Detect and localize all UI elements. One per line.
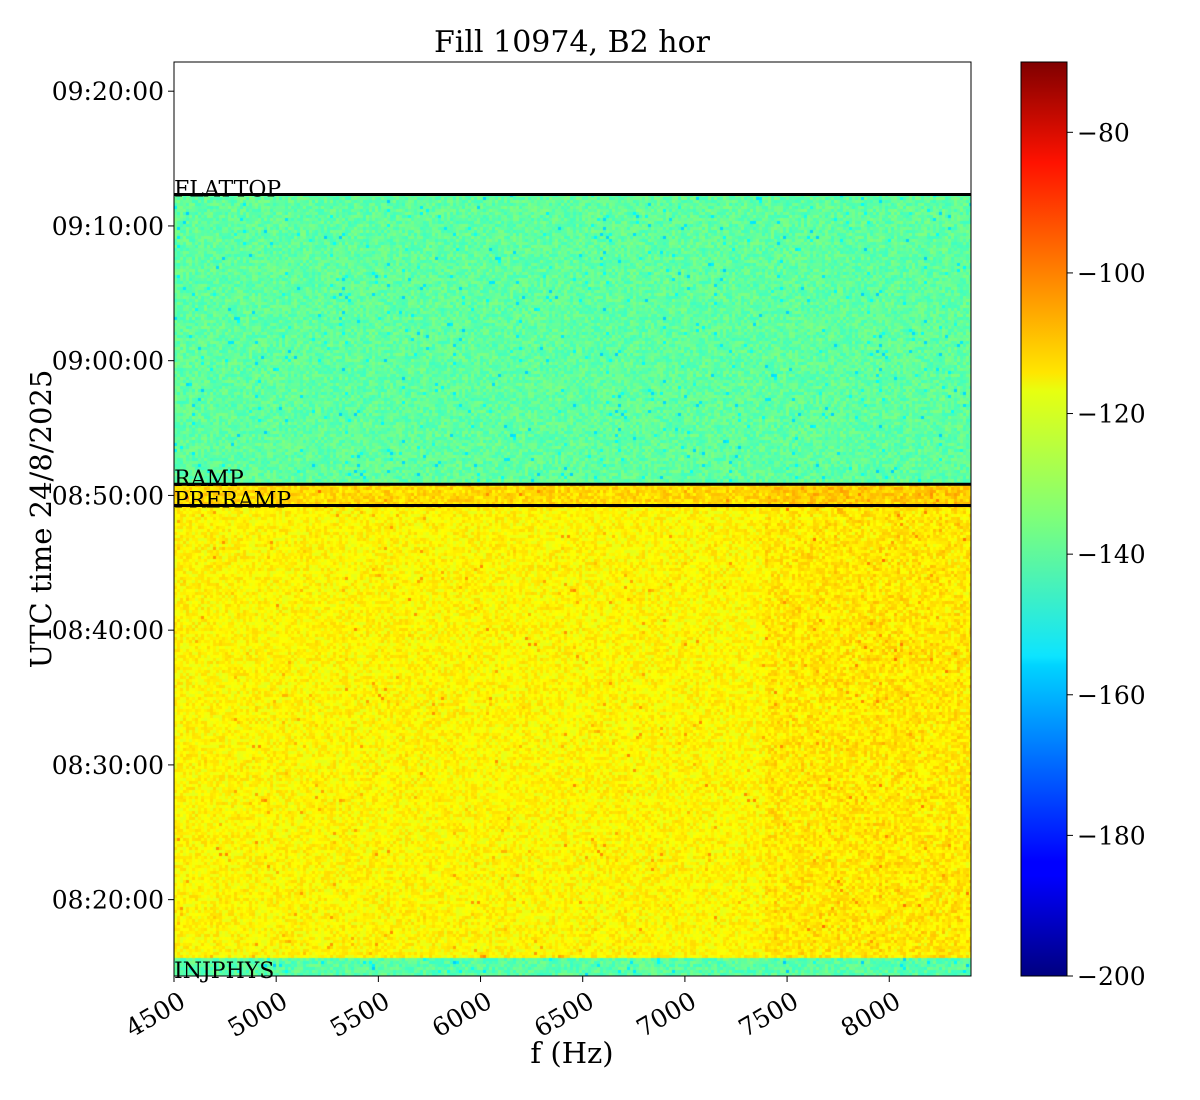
y-axis: 08:20:00 08:30:00 08:40:00 08:50:00 09:00:00… [52, 77, 174, 915]
colorbar-tick-label: −160 [1077, 681, 1146, 710]
colorbar-tick-label: −100 [1077, 259, 1146, 288]
y-tick-label: 09:20:00 [52, 77, 164, 106]
colorbar-tick-label: −200 [1077, 962, 1146, 991]
y-tick-label: 09:00:00 [52, 347, 164, 376]
y-tick-label: 08:50:00 [52, 481, 164, 510]
colorbar-axis: −80 −100 −120 −140 −160 −180 −200 [1067, 118, 1146, 991]
y-axis-label: UTC time 24/8/2025 [24, 370, 58, 669]
colorbar-tick-label: −120 [1077, 400, 1146, 429]
x-tick-label: 5500 [325, 986, 395, 1043]
x-tick-label: 8000 [836, 986, 906, 1043]
colorbar [1020, 61, 1068, 977]
x-tick-label: 4500 [121, 986, 191, 1043]
spectrogram-heatmap [174, 62, 971, 976]
x-tick-label: 7500 [734, 986, 804, 1043]
y-tick-label: 09:10:00 [52, 212, 164, 241]
heatmap-texture [174, 62, 971, 976]
chart-title: Fill 10974, B2 hor [434, 25, 711, 60]
x-tick-label: 6500 [529, 986, 599, 1043]
colorbar-tick-label: −180 [1077, 821, 1146, 850]
colorbar-tick-label: −140 [1077, 540, 1146, 569]
phase-label: FLATTOP [174, 177, 281, 202]
y-tick-label: 08:40:00 [52, 616, 164, 645]
y-tick-label: 08:20:00 [52, 886, 164, 915]
phase-label: PRERAMP [174, 489, 291, 514]
x-tick-label: 7000 [631, 986, 701, 1043]
x-tick-label: 5000 [223, 986, 293, 1043]
x-axis-label: f (Hz) [530, 1036, 613, 1070]
x-axis: 4500 5000 5500 6000 6500 7000 7500 8000 [121, 976, 906, 1043]
colorbar-tick-label: −80 [1077, 118, 1130, 147]
y-tick-label: 08:30:00 [52, 751, 164, 780]
phase-label: RAMP [174, 467, 244, 492]
x-tick-label: 6000 [427, 986, 497, 1043]
phase-label: INJPHYS [174, 959, 274, 984]
plot-frame [173, 61, 972, 977]
